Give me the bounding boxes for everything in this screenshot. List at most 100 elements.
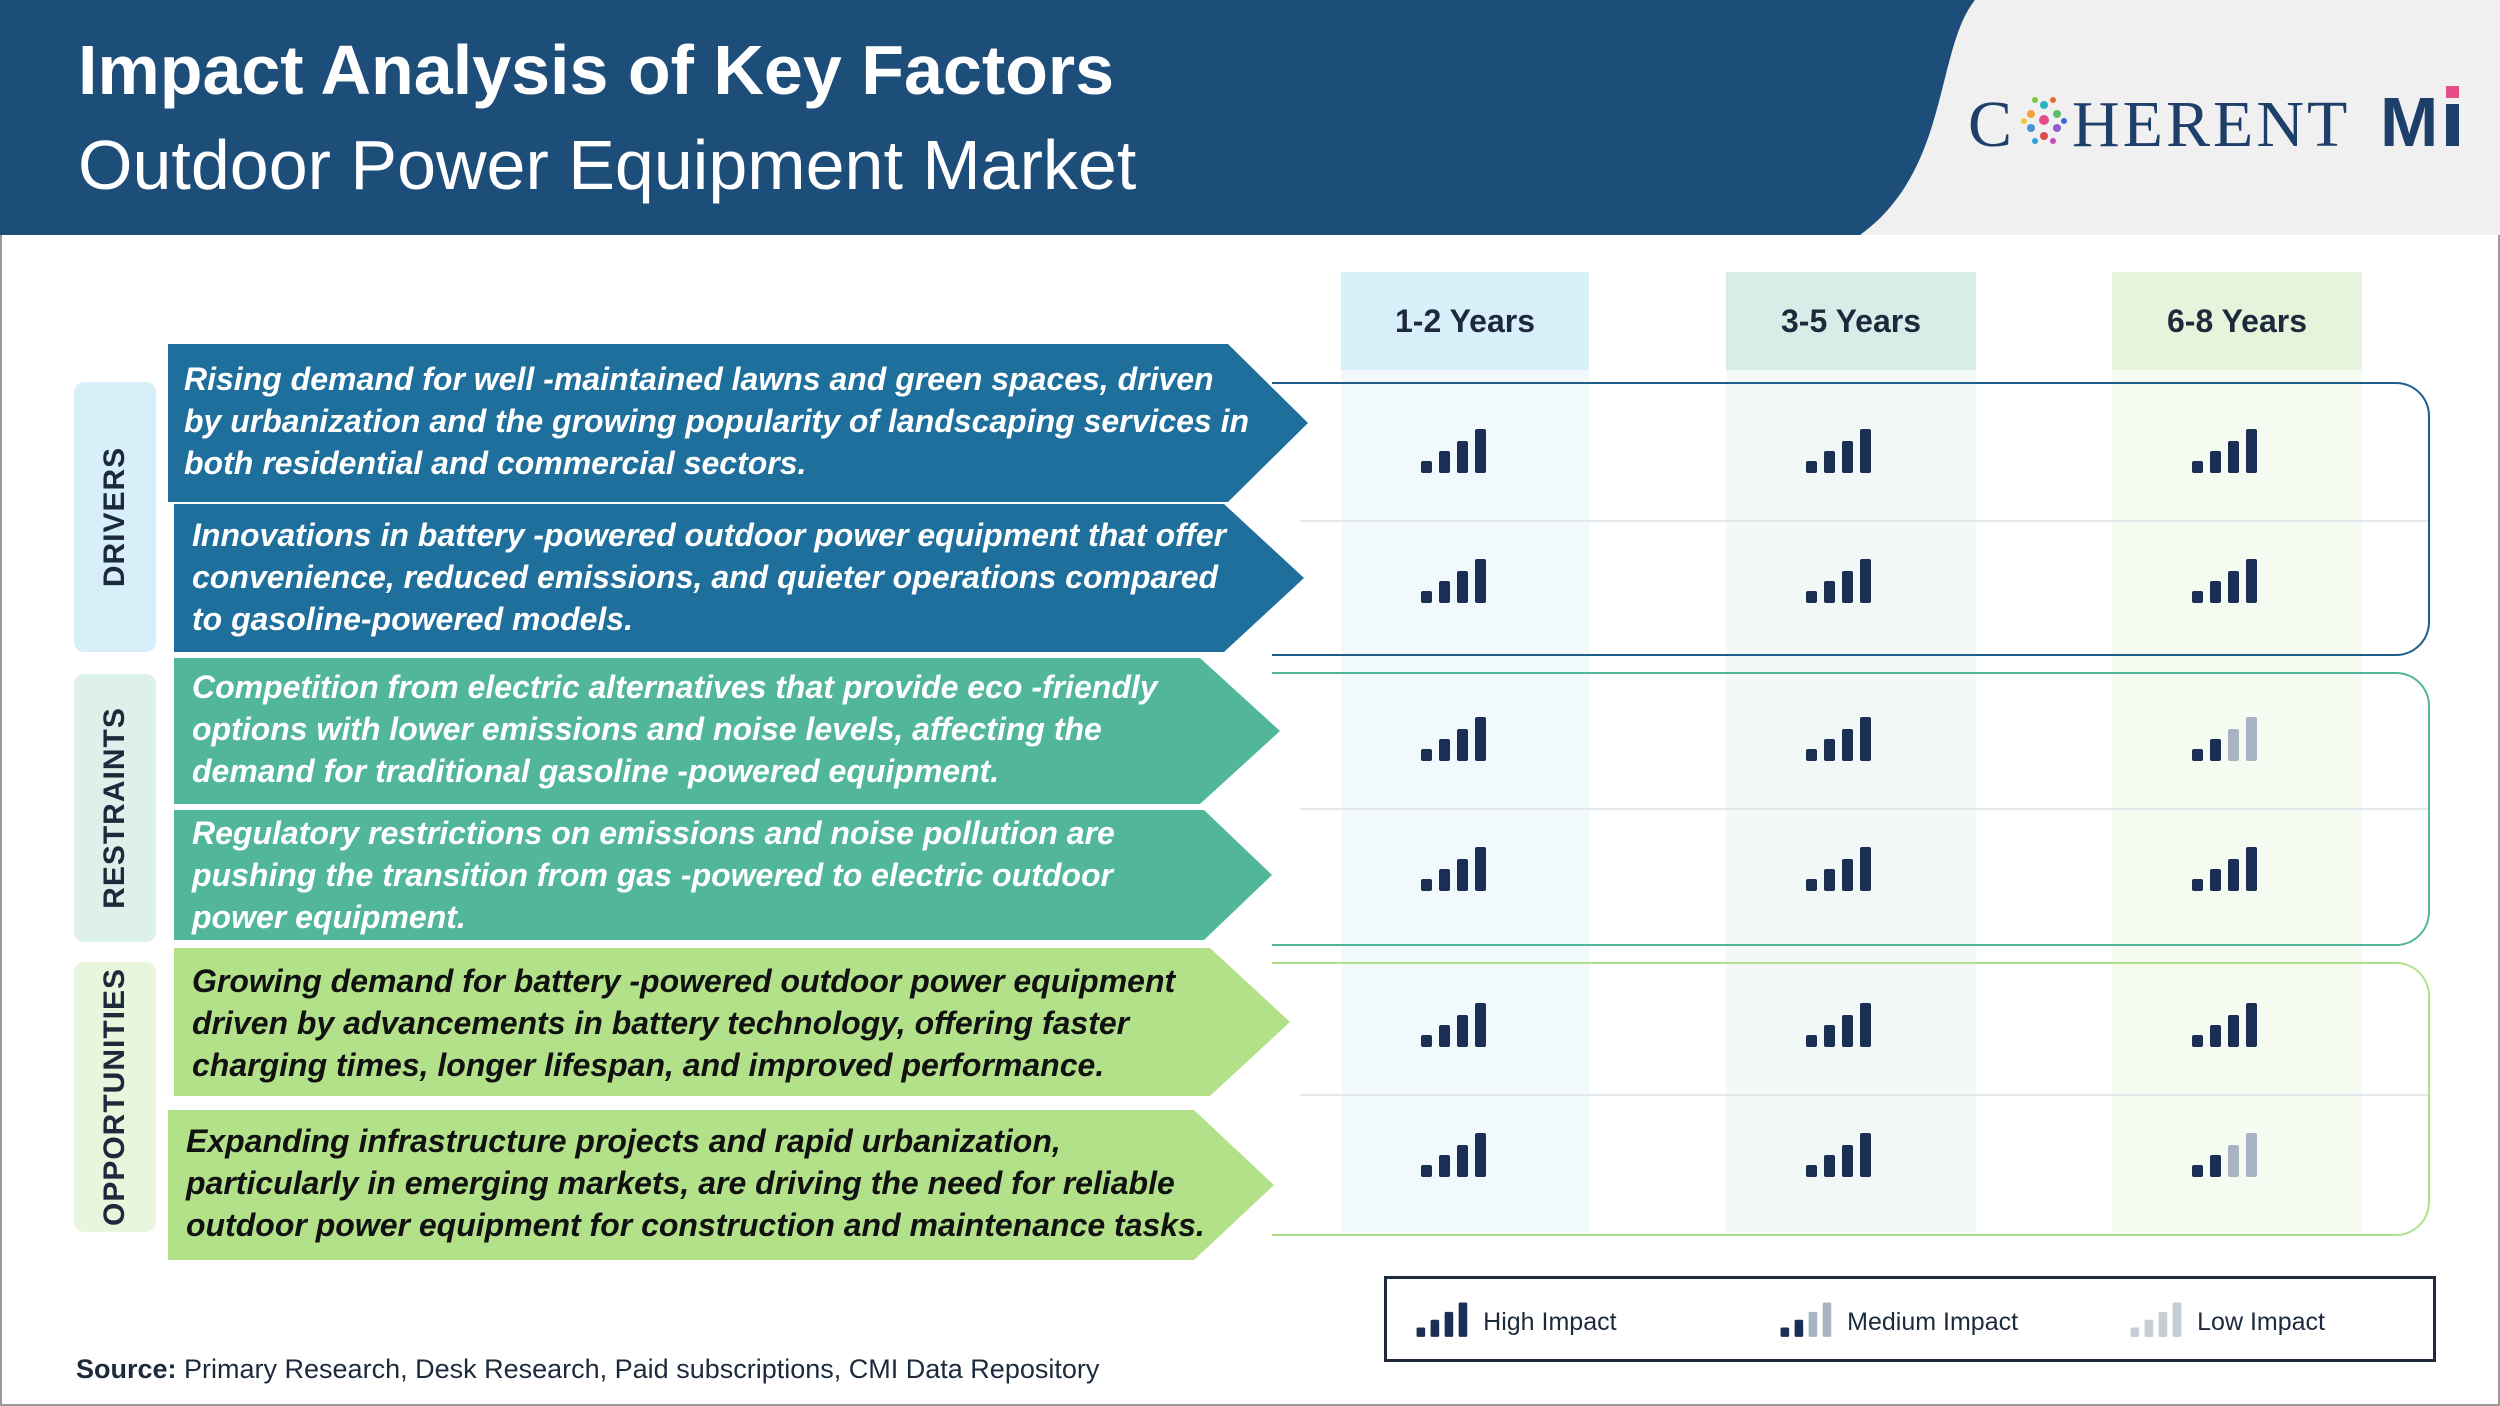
impact-bar bbox=[2210, 1025, 2221, 1047]
impact-bar bbox=[2228, 729, 2239, 761]
source-note: Source: Primary Research, Desk Research,… bbox=[76, 1354, 1099, 1385]
category-tab-drivers bbox=[74, 382, 156, 652]
high-impact-icon bbox=[2190, 427, 2262, 478]
impact-bar bbox=[2192, 1035, 2203, 1047]
medium-impact-icon bbox=[2190, 1131, 2262, 1182]
impact-bar bbox=[1824, 581, 1835, 603]
legend-label-high: High Impact bbox=[1483, 1307, 1617, 1336]
opportunities-group-box bbox=[1272, 962, 2430, 1236]
impact-bar bbox=[1439, 869, 1450, 891]
category-tab-restraints bbox=[74, 674, 156, 942]
high-impact-icon bbox=[2190, 845, 2262, 896]
impact-bar bbox=[2192, 591, 2203, 603]
column-band-3 bbox=[2112, 370, 2362, 1232]
impact-bar bbox=[1860, 559, 1871, 603]
impact-bar bbox=[1457, 729, 1468, 761]
impact-bar bbox=[2228, 1015, 2239, 1047]
category-label-restraints: RESTRAINTS bbox=[98, 707, 131, 909]
impact-bar bbox=[1421, 1165, 1432, 1177]
impact-bar bbox=[1421, 591, 1432, 603]
impact-bar bbox=[1806, 749, 1817, 761]
impact-bar bbox=[1822, 1302, 1832, 1337]
high-impact-icon bbox=[1415, 1301, 1471, 1344]
impact-bar bbox=[1457, 1015, 1468, 1047]
factor-text-opportunities-1: Growing demand for battery -powered outd… bbox=[192, 963, 1176, 1083]
impact-bar bbox=[1439, 1155, 1450, 1177]
row-divider bbox=[1300, 520, 2428, 522]
high-impact-icon bbox=[2190, 557, 2262, 608]
impact-bar bbox=[1808, 1311, 1818, 1337]
impact-bar bbox=[1439, 739, 1450, 761]
high-impact-icon bbox=[1804, 1131, 1876, 1182]
impact-bar bbox=[1860, 1003, 1871, 1047]
source-text: Primary Research, Desk Research, Paid su… bbox=[176, 1354, 1100, 1384]
factor-arrow-opportunities-1 bbox=[174, 948, 1290, 1096]
impact-bar bbox=[2228, 859, 2239, 891]
impact-bar bbox=[1475, 1003, 1486, 1047]
impact-bar bbox=[2192, 1165, 2203, 1177]
high-impact-icon bbox=[1804, 715, 1876, 766]
column-band-2 bbox=[1726, 370, 1976, 1232]
high-impact-icon bbox=[1804, 845, 1876, 896]
svg-text:C: C bbox=[1968, 88, 2012, 161]
category-label-opportunities: OPPORTUNITIES bbox=[98, 967, 131, 1227]
impact-bar bbox=[1421, 461, 1432, 473]
impact-bar bbox=[2246, 559, 2257, 603]
impact-bar bbox=[2228, 571, 2239, 603]
impact-bar bbox=[1860, 847, 1871, 891]
impact-bar bbox=[1475, 717, 1486, 761]
impact-bar bbox=[2246, 429, 2257, 473]
row-divider bbox=[1300, 1094, 2428, 1096]
high-impact-icon bbox=[1419, 715, 1491, 766]
impact-bar bbox=[2210, 869, 2221, 891]
factor-arrow-drivers-1 bbox=[168, 344, 1308, 502]
impact-bar bbox=[1842, 729, 1853, 761]
svg-text:HERENT: HERENT bbox=[2072, 88, 2350, 161]
impact-bar bbox=[1842, 441, 1853, 473]
impact-bar bbox=[1457, 571, 1468, 603]
impact-bar bbox=[2144, 1319, 2154, 1337]
impact-bar bbox=[1430, 1319, 1440, 1337]
impact-bar bbox=[1421, 749, 1432, 761]
category-label-drivers: DRIVERS bbox=[98, 446, 132, 588]
high-impact-icon bbox=[2190, 1001, 2262, 1052]
high-impact-icon bbox=[1419, 427, 1491, 478]
impact-bar bbox=[2210, 1155, 2221, 1177]
impact-bar bbox=[1860, 717, 1871, 761]
impact-bar bbox=[2210, 581, 2221, 603]
impact-bar bbox=[1824, 739, 1835, 761]
high-impact-icon bbox=[1804, 1001, 1876, 1052]
column-header-1-2-years: 1-2 Years bbox=[1341, 272, 1589, 370]
factor-arrow-opportunities-2 bbox=[168, 1110, 1274, 1260]
impact-bar bbox=[2130, 1327, 2140, 1337]
legend-label-medium: Medium Impact bbox=[1847, 1307, 2019, 1336]
restraints-group-box bbox=[1272, 672, 2430, 946]
high-impact-icon bbox=[1419, 845, 1491, 896]
factor-arrow-restraints-1 bbox=[174, 658, 1280, 804]
impact-bar bbox=[2210, 451, 2221, 473]
high-impact-icon bbox=[1419, 1131, 1491, 1182]
impact-bar bbox=[1842, 859, 1853, 891]
factor-text-opportunities-2: Expanding infrastructure projects and ra… bbox=[186, 1123, 1205, 1243]
impact-bar bbox=[1824, 1025, 1835, 1047]
high-impact-icon bbox=[1419, 557, 1491, 608]
impact-bar bbox=[1842, 1015, 1853, 1047]
impact-bar bbox=[1475, 847, 1486, 891]
impact-bar bbox=[1780, 1327, 1790, 1337]
page-title: Impact Analysis of Key Factors bbox=[78, 31, 1115, 109]
legend-item-medium: Medium Impact bbox=[1779, 1301, 2018, 1344]
impact-bar bbox=[1860, 429, 1871, 473]
impact-bar bbox=[1475, 429, 1486, 473]
impact-bar bbox=[1421, 1035, 1432, 1047]
factor-arrow-restraints-2 bbox=[174, 810, 1272, 940]
impact-bar bbox=[1806, 1035, 1817, 1047]
high-impact-icon bbox=[1804, 427, 1876, 478]
impact-bar bbox=[1806, 591, 1817, 603]
high-impact-icon bbox=[1804, 557, 1876, 608]
impact-bar bbox=[2158, 1311, 2168, 1337]
column-header-6-8-years: 6-8 Years bbox=[2112, 272, 2362, 370]
high-impact-icon bbox=[1419, 1001, 1491, 1052]
impact-bar bbox=[2228, 441, 2239, 473]
impact-bar bbox=[1842, 1145, 1853, 1177]
factor-arrow-drivers-2 bbox=[174, 504, 1304, 652]
